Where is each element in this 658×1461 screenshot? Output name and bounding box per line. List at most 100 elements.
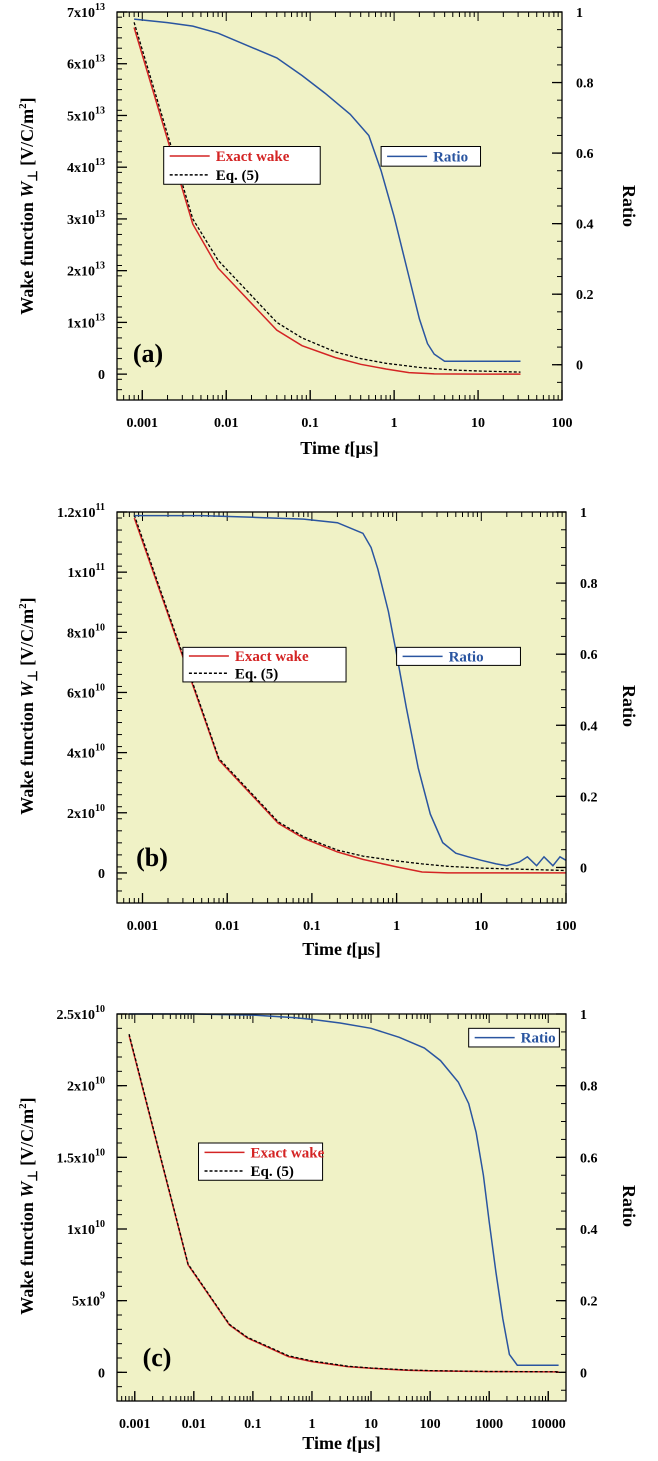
y-tick-label: 7x1013: [67, 2, 105, 21]
plot-area: [117, 12, 562, 400]
y2-tick-label: 0: [580, 1366, 587, 1381]
x-tick-label: 10: [474, 919, 488, 934]
y2-tick-label: 1: [580, 1008, 587, 1023]
y2-axis-title: Ratio: [619, 685, 639, 727]
x-tick-label: 0.001: [127, 416, 159, 431]
x-tick-label: 0.1: [303, 919, 321, 934]
series-line-eq-5: [133, 22, 521, 373]
series-line-eq-5: [128, 1033, 559, 1373]
y2-tick-label: 0.6: [576, 147, 594, 162]
y2-axis-title: Ratio: [619, 1185, 639, 1227]
y-tick-label: 2.5x1010: [57, 1004, 106, 1023]
legend-label: Ratio: [521, 1031, 556, 1047]
legend-box: [182, 646, 347, 683]
y2-tick-label: 0.4: [580, 1223, 598, 1238]
series-line-exact-wake: [133, 27, 521, 375]
y2-tick-label: 0.6: [580, 648, 598, 663]
panel-b: 0.001 0.01 0.1 1 10 10002x10104x10106x10108x1…: [17, 502, 639, 959]
legend-label: Eq. (5): [216, 168, 259, 184]
legend-label: Exact wake: [251, 1145, 325, 1161]
panel-label: (b): [136, 843, 168, 872]
x-tick-label: 10: [471, 416, 485, 431]
x-tick-label: 100: [420, 1417, 441, 1432]
x-tick-label: 1: [391, 416, 398, 431]
legend: Ratio: [396, 646, 521, 666]
legend-label: Eq. (5): [235, 666, 278, 682]
y-axis-title: Wake function W⊥ [V/C/m2]: [17, 97, 40, 314]
legend-box: [163, 146, 321, 185]
y-tick-label: 4x1010: [67, 743, 105, 762]
y-tick-label: 5x1013: [67, 105, 105, 124]
panel-c: 0.001 0.01 0.1 1 10 100 1000 1000005x1091x10101…: [17, 1004, 639, 1453]
plot-frame: [116, 1013, 567, 1402]
y-tick-label: 0: [98, 368, 105, 383]
x-tick-label: 0.01: [215, 919, 240, 934]
legend-label: Ratio: [433, 149, 468, 165]
x-tick-label: 0.1: [301, 416, 319, 431]
y-tick-label: 2x1010: [67, 803, 105, 822]
legend-label: Eq. (5): [251, 1164, 294, 1180]
legend-label: Ratio: [449, 649, 484, 665]
y-tick-label: 2x1013: [67, 261, 105, 280]
y-tick-label: 4x1013: [67, 157, 105, 176]
panel-label: (a): [133, 339, 163, 368]
x-axis-title: Time t[μs]: [300, 438, 378, 458]
legend-box: [380, 146, 482, 167]
y2-tick-label: 1: [580, 506, 587, 521]
y2-tick-label: 0.4: [576, 218, 594, 233]
plot-frame: [116, 11, 563, 401]
y-tick-label: 8x1010: [67, 622, 105, 641]
y-axis-title: Wake function W⊥ [V/C/m2]: [17, 1097, 40, 1314]
y2-tick-label: 1: [576, 6, 583, 21]
x-tick-label: 100: [552, 416, 573, 431]
x-tick-label: 0.1: [244, 1417, 262, 1432]
x-tick-label: 1000: [475, 1417, 503, 1432]
legend-label: Exact wake: [216, 149, 290, 165]
series-line-ratio: [134, 18, 521, 362]
panel-a: 0.001 0.01 0.1 1 10 10001x10132x10133x10134x1…: [17, 2, 639, 458]
x-axis-title: Time t[μs]: [302, 1433, 380, 1453]
x-tick-label: 100: [556, 919, 577, 934]
y-tick-label: 0: [98, 867, 105, 882]
legend-label: Exact wake: [235, 649, 309, 665]
panel-label: (c): [143, 1343, 172, 1372]
plot-area: [117, 1014, 566, 1401]
y2-tick-label: 0.6: [580, 1151, 598, 1166]
y2-tick-label: 0: [580, 861, 587, 876]
x-tick-label: 10000: [531, 1417, 566, 1432]
series-line-ratio: [134, 514, 567, 867]
y-tick-label: 5x109: [72, 1291, 105, 1310]
legend: Exact wake Eq. (5): [198, 1142, 325, 1181]
y2-tick-label: 0.2: [580, 1295, 598, 1310]
legend-box: [396, 646, 521, 666]
y-tick-label: 1.2x1011: [57, 502, 105, 521]
x-tick-label: 1: [393, 919, 400, 934]
y-tick-label: 2x1010: [67, 1076, 105, 1095]
y-tick-label: 6x1010: [67, 682, 105, 701]
x-tick-label: 1: [308, 1417, 315, 1432]
x-axis-title: Time t[μs]: [302, 939, 380, 959]
y-tick-label: 1.5x1010: [57, 1147, 106, 1166]
legend-box: [198, 1142, 324, 1181]
y-tick-label: 1x1011: [68, 562, 105, 581]
legend: Exact wake Eq. (5): [163, 146, 321, 185]
y-tick-label: 1x1013: [67, 312, 105, 331]
y2-tick-label: 0: [576, 359, 583, 374]
legend: Ratio: [380, 146, 482, 167]
y-tick-label: 6x1013: [67, 54, 105, 73]
y2-tick-label: 0.2: [576, 288, 594, 303]
plot-frame: [116, 511, 567, 904]
y-tick-label: 3x1013: [67, 209, 105, 228]
y2-tick-label: 0.8: [576, 77, 594, 92]
x-tick-label: 0.001: [127, 919, 159, 934]
plot-area: [117, 512, 566, 903]
legend: Ratio: [468, 1027, 560, 1048]
y2-tick-label: 0.8: [580, 577, 598, 592]
x-tick-label: 10: [364, 1417, 378, 1432]
y-tick-label: 1x1010: [67, 1219, 105, 1238]
series-line-exact-wake: [133, 517, 566, 874]
y2-tick-label: 0.8: [580, 1080, 598, 1095]
x-tick-label: 0.01: [182, 1417, 207, 1432]
